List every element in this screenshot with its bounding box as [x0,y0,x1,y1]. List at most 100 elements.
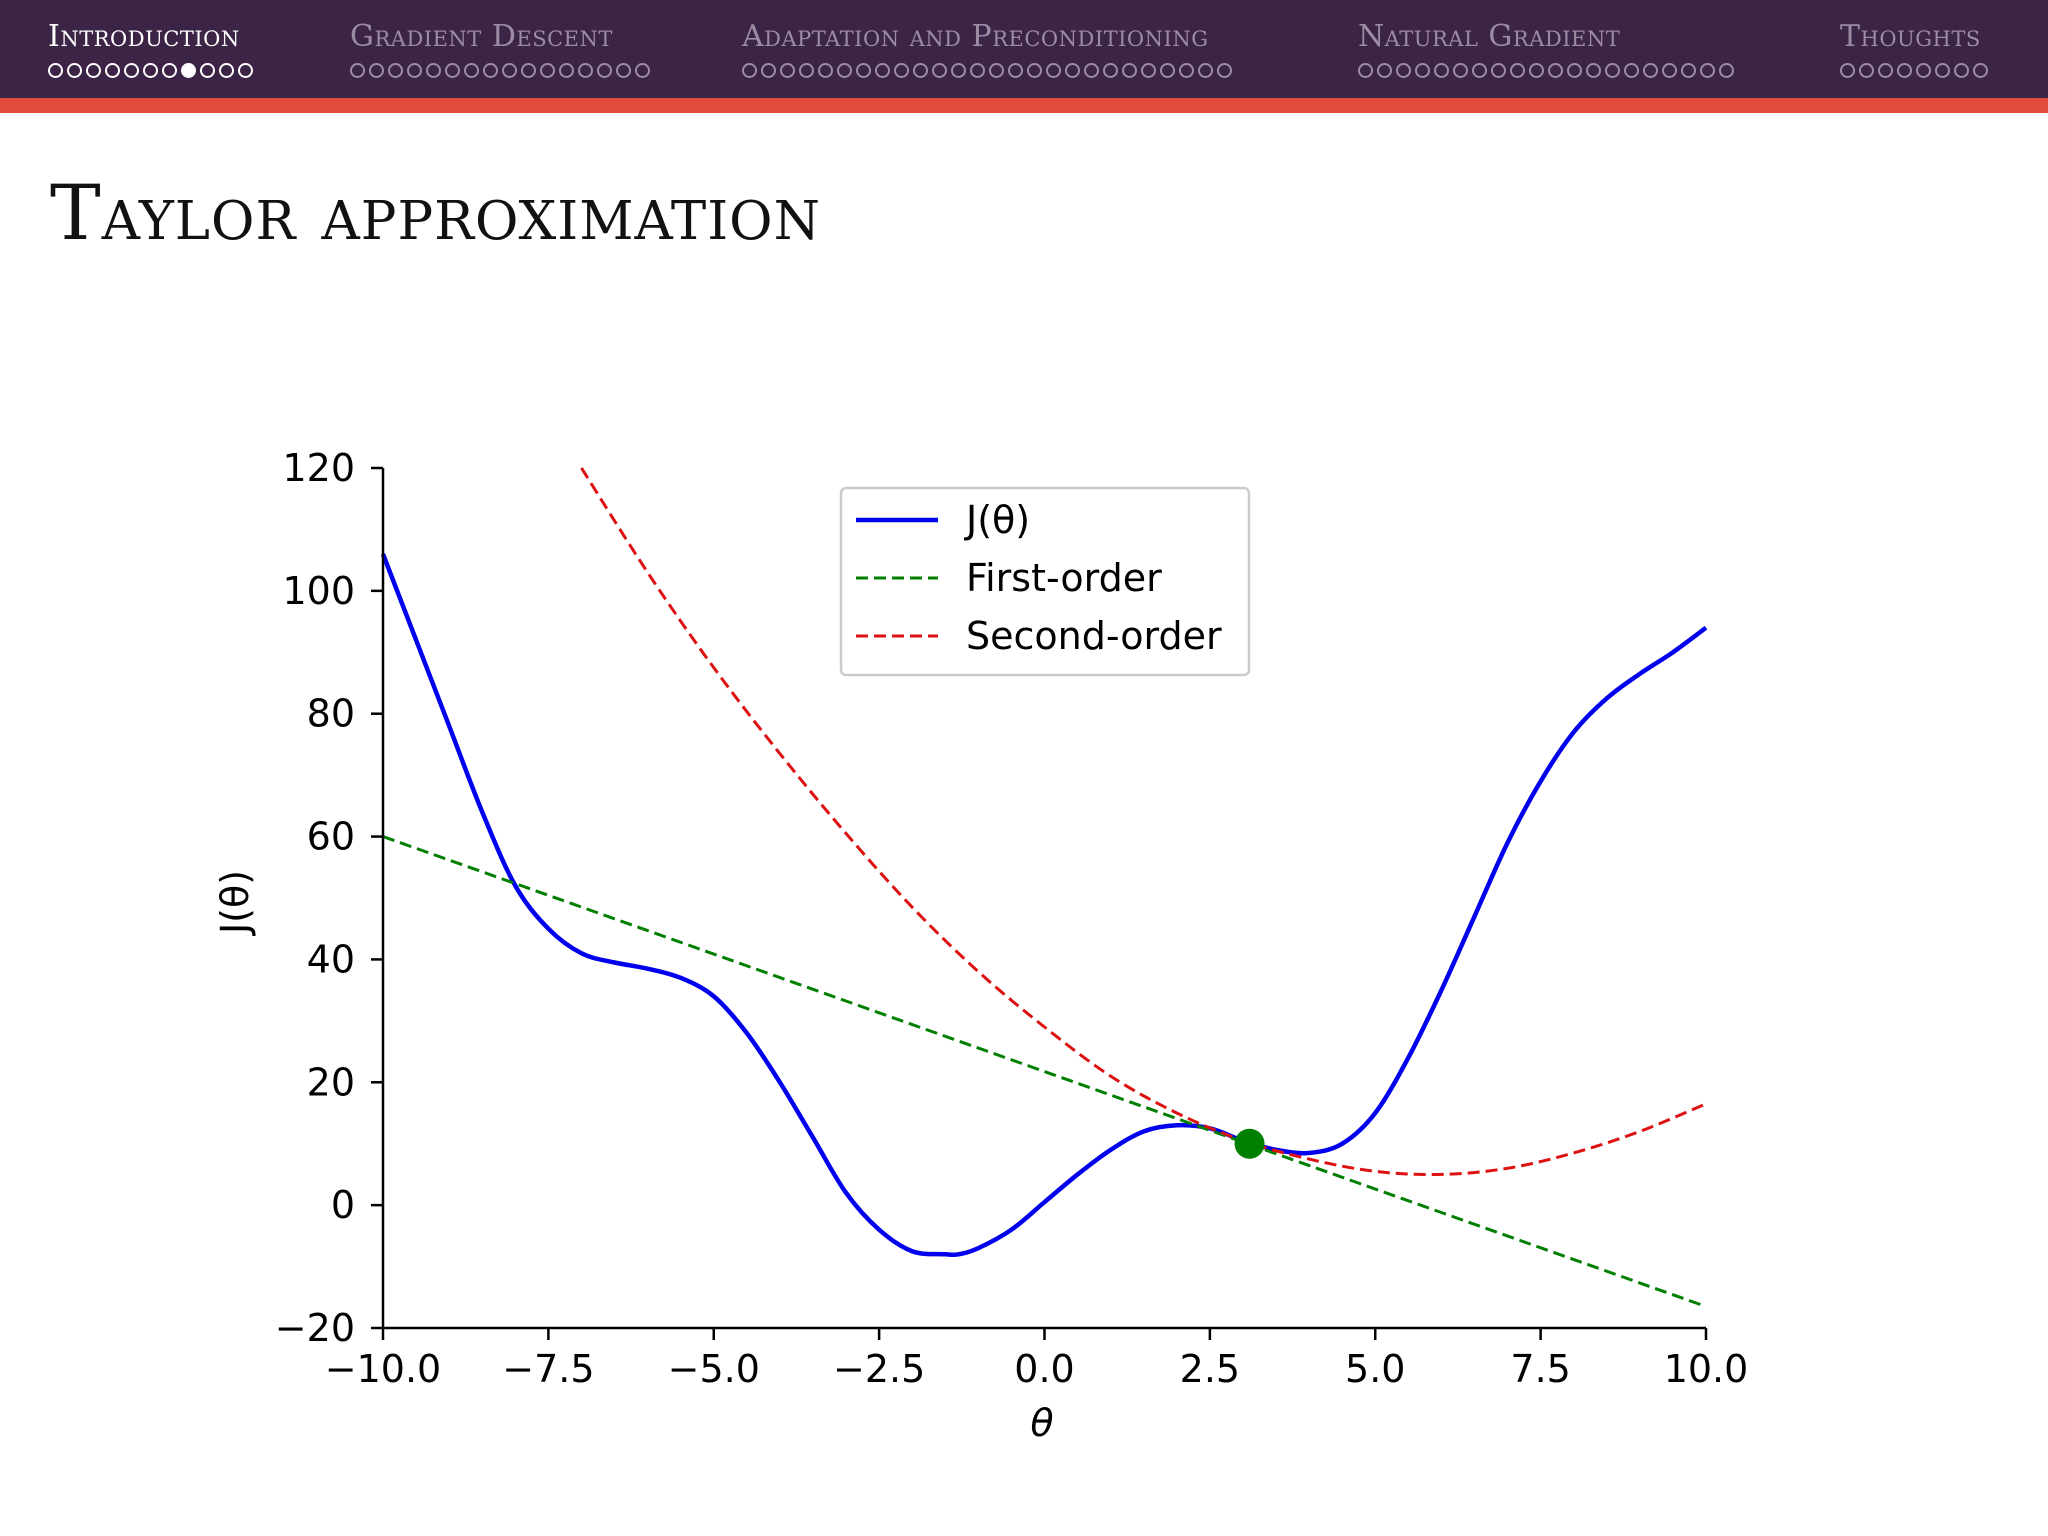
nav-dot[interactable] [502,63,517,78]
nav-dot[interactable] [426,63,441,78]
nav-dot[interactable] [989,63,1004,78]
nav-dot[interactable] [1103,63,1118,78]
nav-dot[interactable] [1935,63,1950,78]
nav-dot[interactable] [1008,63,1023,78]
nav-dot[interactable] [200,63,215,78]
nav-dot[interactable] [540,63,555,78]
x-tick-label: 5.0 [1345,1347,1405,1391]
nav-section-natural-gradient[interactable]: Natural Gradient [1358,20,1738,82]
nav-dot[interactable] [970,63,985,78]
nav-dot[interactable] [856,63,871,78]
nav-section-dots [48,60,257,82]
nav-dot[interactable] [369,63,384,78]
nav-dot[interactable] [1160,63,1175,78]
nav-dot[interactable] [1567,63,1582,78]
nav-dot[interactable] [837,63,852,78]
nav-dot[interactable] [1700,63,1715,78]
nav-dot[interactable] [1453,63,1468,78]
nav-dot[interactable] [1643,63,1658,78]
nav-dot[interactable] [1358,63,1373,78]
nav-dot[interactable] [616,63,631,78]
nav-dot[interactable] [388,63,403,78]
nav-dot[interactable] [407,63,422,78]
nav-dot[interactable] [1840,63,1855,78]
nav-section-thoughts[interactable]: Thoughts [1840,20,1992,82]
nav-dot[interactable] [1605,63,1620,78]
expansion-point-marker [1234,1128,1265,1159]
nav-dot[interactable] [780,63,795,78]
nav-dot[interactable] [1396,63,1411,78]
nav-dot[interactable] [1973,63,1988,78]
nav-dot[interactable] [143,63,158,78]
nav-dot[interactable] [124,63,139,78]
nav-dot[interactable] [1472,63,1487,78]
nav-dot[interactable] [483,63,498,78]
nav-dot[interactable] [799,63,814,78]
nav-dot[interactable] [1624,63,1639,78]
nav-dot[interactable] [521,63,536,78]
legend-box [839,486,1251,677]
nav-dot[interactable] [1434,63,1449,78]
nav-dot[interactable] [932,63,947,78]
legend-label-0: J(θ) [964,498,1030,542]
nav-dot[interactable] [464,63,479,78]
nav-dot[interactable] [445,63,460,78]
nav-dot[interactable] [635,63,650,78]
nav-dot[interactable] [1046,63,1061,78]
series-line-1 [382,835,1707,1308]
nav-dot[interactable] [1179,63,1194,78]
nav-dot[interactable] [894,63,909,78]
nav-dot[interactable] [1217,63,1232,78]
nav-dot[interactable] [913,63,928,78]
slide-title: Taylor approximation [50,168,821,257]
nav-dot[interactable] [1897,63,1912,78]
nav-dot[interactable] [1491,63,1506,78]
nav-dot[interactable] [1586,63,1601,78]
nav-dot[interactable] [559,63,574,78]
nav-dot[interactable] [1681,63,1696,78]
plot-lines [380,467,1708,1308]
nav-dot[interactable] [1954,63,1969,78]
nav-dot[interactable] [1084,63,1099,78]
nav-dot[interactable] [219,63,234,78]
nav-dot[interactable] [578,63,593,78]
nav-dot[interactable] [875,63,890,78]
nav-dot[interactable] [1859,63,1874,78]
nav-dot[interactable] [238,63,253,78]
nav-dot[interactable] [162,63,177,78]
nav-dot[interactable] [1198,63,1213,78]
nav-dot[interactable] [86,63,101,78]
nav-dot[interactable] [1719,63,1734,78]
nav-dot[interactable] [105,63,120,78]
y-tick-label: −20 [275,1306,355,1350]
nav-dot[interactable] [1916,63,1931,78]
nav-dot[interactable] [1548,63,1563,78]
nav-dot[interactable] [1122,63,1137,78]
nav-dot[interactable] [48,63,63,78]
nav-section-gradient-descent[interactable]: Gradient Descent [350,20,654,82]
nav-section-dots [1840,60,1992,82]
accent-divider [0,98,2048,113]
nav-dot[interactable] [761,63,776,78]
nav-dot[interactable] [1662,63,1677,78]
nav-dot[interactable] [1065,63,1080,78]
nav-dot[interactable] [67,63,82,78]
nav-dot[interactable] [1529,63,1544,78]
nav-dot[interactable] [1141,63,1156,78]
nav-dot-current[interactable] [181,63,196,78]
nav-dot[interactable] [818,63,833,78]
nav-dot[interactable] [1510,63,1525,78]
nav-section-adaptation[interactable]: Adaptation and Preconditioning [742,20,1236,82]
nav-dot[interactable] [742,63,757,78]
nav-dot[interactable] [951,63,966,78]
nav-dot[interactable] [1415,63,1430,78]
nav-section-label: Adaptation and Preconditioning [742,19,1209,54]
nav-dot[interactable] [1878,63,1893,78]
nav-dot[interactable] [597,63,612,78]
x-tick-label: 7.5 [1510,1347,1570,1391]
nav-dot[interactable] [350,63,365,78]
nav-section-label: Thoughts [1840,19,1981,54]
nav-section-introduction[interactable]: Introduction [48,20,257,82]
nav-dot[interactable] [1027,63,1042,78]
nav-dot[interactable] [1377,63,1392,78]
